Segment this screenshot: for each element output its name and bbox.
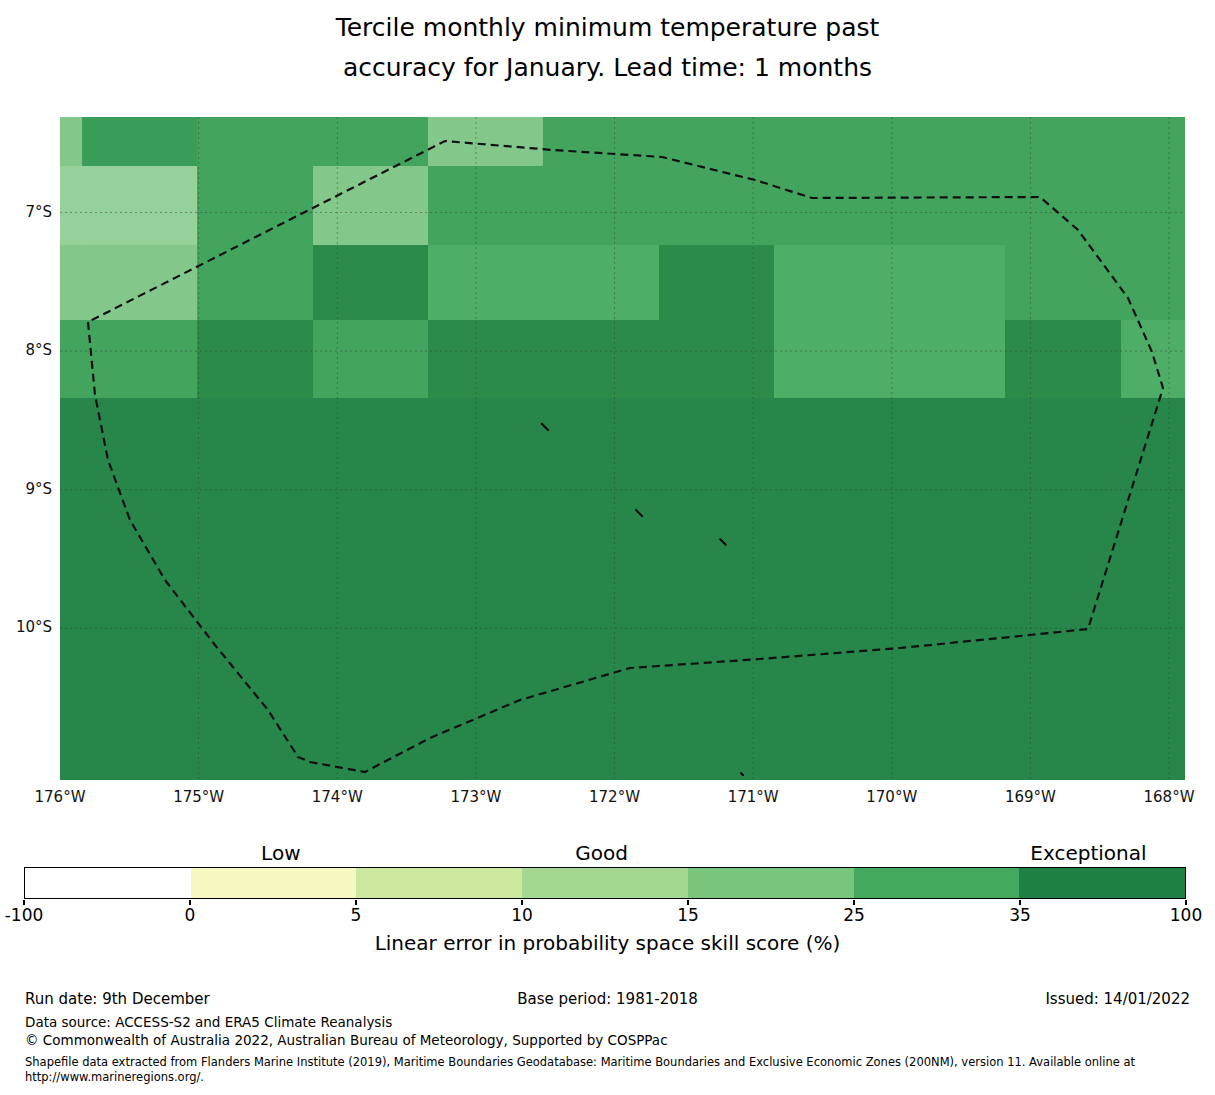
map-cell	[1005, 117, 1121, 166]
skill-heatmap	[60, 117, 1185, 780]
colorbar-segment	[1019, 868, 1185, 898]
map-cell	[774, 320, 890, 398]
map-cell	[197, 166, 313, 246]
map-cell	[1121, 117, 1185, 166]
colorbar-tick-label: 15	[643, 905, 733, 925]
map-cell	[543, 245, 659, 320]
colorbar-segment	[356, 868, 522, 898]
shapefile-credit-line2: http://www.marineregions.org/.	[25, 1070, 1205, 1085]
issued-text: Issued: 14/01/2022	[1045, 990, 1190, 1008]
y-tick-label: 10°S	[0, 618, 52, 636]
map-cell	[890, 398, 1005, 780]
map-cell	[313, 320, 428, 398]
map-cell	[543, 117, 659, 166]
map-cell	[659, 166, 775, 246]
map-cell	[659, 320, 775, 398]
colorbar-category-label: Exceptional	[1030, 841, 1146, 865]
colorbar-tick-label: 35	[975, 905, 1065, 925]
map-cell	[313, 398, 428, 780]
map-cell	[82, 320, 197, 398]
map-cell	[1121, 320, 1185, 398]
chart-title-line1: Tercile monthly minimum temperature past	[0, 8, 1215, 48]
colorbar-category-label: Good	[575, 841, 628, 865]
map-cell	[60, 398, 83, 780]
map-cell	[1121, 245, 1185, 320]
map-cell	[774, 245, 890, 320]
map-cell	[543, 166, 659, 246]
map-cell	[543, 320, 659, 398]
shapefile-credit-text: Shapefile data extracted from Flanders M…	[25, 1055, 1205, 1085]
x-tick-label: 168°W	[1124, 788, 1214, 806]
y-tick-label: 7°S	[0, 203, 52, 221]
map-cell	[1005, 245, 1121, 320]
shapefile-credit-line1: Shapefile data extracted from Flanders M…	[25, 1055, 1205, 1070]
colorbar-tick-label: 10	[477, 905, 567, 925]
map-cell	[60, 166, 83, 246]
base-period-text: Base period: 1981-2018	[0, 990, 1215, 1008]
map-cell	[82, 245, 197, 320]
colorbar-axis-label: Linear error in probability space skill …	[0, 931, 1215, 955]
x-tick-label: 176°W	[15, 788, 105, 806]
map-cell	[428, 398, 543, 780]
map-plot	[60, 117, 1185, 780]
map-cell	[197, 117, 313, 166]
colorbar-segment	[854, 868, 1020, 898]
map-cell	[60, 320, 83, 398]
map-cell	[659, 245, 775, 320]
x-tick-label: 170°W	[847, 788, 937, 806]
map-cell	[1005, 320, 1121, 398]
data-source-text: Data source: ACCESS-S2 and ERA5 Climate …	[25, 1014, 392, 1030]
x-tick-label: 174°W	[292, 788, 382, 806]
map-cell	[1005, 398, 1121, 780]
map-cell	[659, 398, 775, 780]
map-cell	[428, 166, 543, 246]
map-cell	[82, 166, 197, 246]
x-tick-label: 175°W	[154, 788, 244, 806]
colorbar-segment	[25, 868, 191, 898]
map-cell	[774, 166, 890, 246]
colorbar-category-label: Low	[261, 841, 300, 865]
x-tick-label: 172°W	[570, 788, 660, 806]
map-cell	[1121, 398, 1185, 780]
y-tick-label: 9°S	[0, 480, 52, 498]
colorbar-tick-label: 0	[145, 905, 235, 925]
map-cell	[659, 117, 775, 166]
map-cell	[774, 398, 890, 780]
colorbar-tick-label: 100	[1141, 905, 1215, 925]
map-cell	[890, 117, 1005, 166]
map-cell	[197, 320, 313, 398]
colorbar-segment	[688, 868, 854, 898]
island-mark	[741, 773, 743, 775]
map-cell	[313, 245, 428, 320]
copyright-text: © Commonwealth of Australia 2022, Austra…	[25, 1032, 668, 1048]
map-cell	[60, 117, 83, 166]
map-cell	[543, 398, 659, 780]
map-cell	[82, 398, 197, 780]
map-cell	[197, 245, 313, 320]
x-tick-label: 169°W	[985, 788, 1075, 806]
map-cell	[197, 398, 313, 780]
map-cell	[428, 245, 543, 320]
colorbar-tick-label: -100	[0, 905, 69, 925]
map-cell	[1005, 166, 1121, 246]
colorbar-tick-label: 5	[311, 905, 401, 925]
map-cell	[82, 117, 197, 166]
map-cell	[1121, 166, 1185, 246]
y-tick-label: 8°S	[0, 341, 52, 359]
x-tick-label: 171°W	[708, 788, 798, 806]
map-cell	[890, 245, 1005, 320]
colorbar-tick-label: 25	[809, 905, 899, 925]
figure-canvas: Tercile monthly minimum temperature past…	[0, 0, 1215, 1095]
map-cell	[774, 117, 890, 166]
map-cell	[890, 166, 1005, 246]
colorbar-segment	[522, 868, 688, 898]
map-cell	[428, 320, 543, 398]
chart-title: Tercile monthly minimum temperature past…	[0, 8, 1215, 88]
colorbar-segment	[191, 868, 357, 898]
colorbar	[24, 867, 1186, 899]
chart-title-line2: accuracy for January. Lead time: 1 month…	[0, 48, 1215, 88]
map-cell	[60, 245, 83, 320]
x-tick-label: 173°W	[431, 788, 521, 806]
map-cell	[890, 320, 1005, 398]
